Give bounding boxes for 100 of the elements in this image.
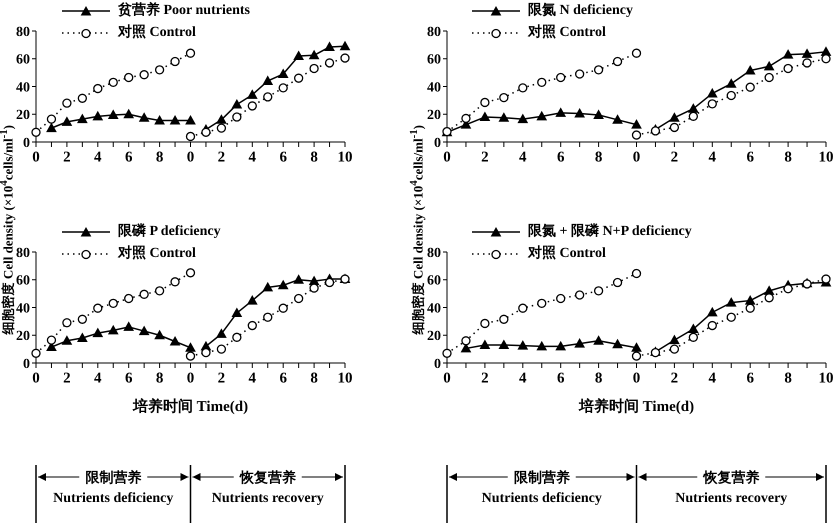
point <box>62 116 72 126</box>
point <box>247 296 258 305</box>
point <box>186 48 196 58</box>
point <box>294 74 304 83</box>
point <box>669 112 680 122</box>
y-tick-label: 20 <box>427 108 441 124</box>
x-tick-label: 4 <box>248 150 257 166</box>
point <box>78 314 87 324</box>
point <box>278 304 288 313</box>
point <box>556 72 566 82</box>
point <box>536 341 547 350</box>
point <box>108 78 118 87</box>
y-tick-label: 20 <box>16 329 30 344</box>
point <box>783 64 793 74</box>
point <box>612 278 622 288</box>
point <box>140 70 149 80</box>
point <box>62 318 72 328</box>
point <box>294 294 304 304</box>
point <box>77 333 88 342</box>
point <box>31 128 41 137</box>
point <box>556 108 566 117</box>
point <box>108 325 118 334</box>
text: Nutrients deficiency <box>482 491 602 506</box>
text: 限制营养 <box>514 469 570 486</box>
x-tick-label: 2 <box>63 370 71 387</box>
point <box>216 123 226 133</box>
point <box>216 344 226 354</box>
point <box>124 322 134 331</box>
point <box>632 268 642 278</box>
point <box>278 83 288 93</box>
point <box>632 120 642 129</box>
point <box>263 312 272 322</box>
legend-label: 限氮 + 限磷 N+P deficiency <box>528 222 692 241</box>
point <box>154 286 164 296</box>
point <box>232 100 242 109</box>
point <box>670 122 680 132</box>
legend-label: 对照 Control <box>118 244 196 263</box>
point <box>262 282 273 292</box>
x-tick-label: 8 <box>594 370 602 387</box>
point <box>536 111 547 120</box>
y-tick-label: 20 <box>427 329 441 344</box>
point <box>783 50 794 59</box>
point <box>821 274 831 284</box>
x-tick-label: 4 <box>708 150 717 166</box>
point <box>232 308 242 318</box>
x-tick-label: 8 <box>310 150 318 166</box>
point <box>248 320 257 330</box>
x-tick-label: 4 <box>94 150 102 166</box>
point <box>309 283 319 293</box>
point <box>124 294 134 304</box>
point <box>632 48 642 58</box>
point <box>821 54 831 64</box>
point <box>170 56 180 66</box>
legend-label: 限氮 N deficiency <box>528 2 633 20</box>
point <box>498 340 509 349</box>
point <box>650 126 660 136</box>
point <box>170 336 180 346</box>
x-tick-label: 4 <box>519 150 528 166</box>
point <box>574 338 585 348</box>
point <box>154 115 165 124</box>
point <box>62 98 72 108</box>
x-tick-label: 2 <box>481 370 489 387</box>
point <box>746 304 755 313</box>
point <box>324 42 335 51</box>
point <box>518 114 528 124</box>
x-tick-label: 4 <box>94 370 102 387</box>
y-tick-label: 40 <box>16 301 30 316</box>
x-tick-label: 6 <box>124 150 133 166</box>
x-tick-label: 6 <box>746 150 754 166</box>
point <box>707 307 718 316</box>
legend-label: 贫营养 Poor nutrients <box>118 1 250 20</box>
point <box>62 336 72 345</box>
point <box>537 78 546 87</box>
point <box>688 104 698 113</box>
point <box>594 336 604 345</box>
point <box>499 314 508 324</box>
x-tick-label: 6 <box>746 370 754 387</box>
point <box>216 328 226 338</box>
point <box>309 50 320 60</box>
y-tick-label: 40 <box>427 80 441 96</box>
x-tick-label: 2 <box>218 370 226 387</box>
legend-label: 限磷 P deficiency <box>118 222 221 241</box>
x-tick-label: 0 <box>632 150 640 166</box>
point <box>170 277 180 286</box>
point <box>480 98 490 108</box>
point <box>247 90 258 99</box>
point <box>186 268 196 278</box>
y-tick-label: 0 <box>434 136 441 151</box>
x-tick-label: 8 <box>594 150 602 166</box>
point <box>216 114 226 124</box>
point <box>575 69 584 79</box>
legend-label: 对照 Control <box>528 23 606 42</box>
point <box>278 280 288 290</box>
point <box>764 61 774 70</box>
y-tick-label: 0 <box>23 136 30 151</box>
point <box>170 115 180 124</box>
x-tick-label: 8 <box>784 370 792 387</box>
x-tick-label: 8 <box>156 150 164 166</box>
point <box>518 304 528 313</box>
point <box>556 341 566 350</box>
